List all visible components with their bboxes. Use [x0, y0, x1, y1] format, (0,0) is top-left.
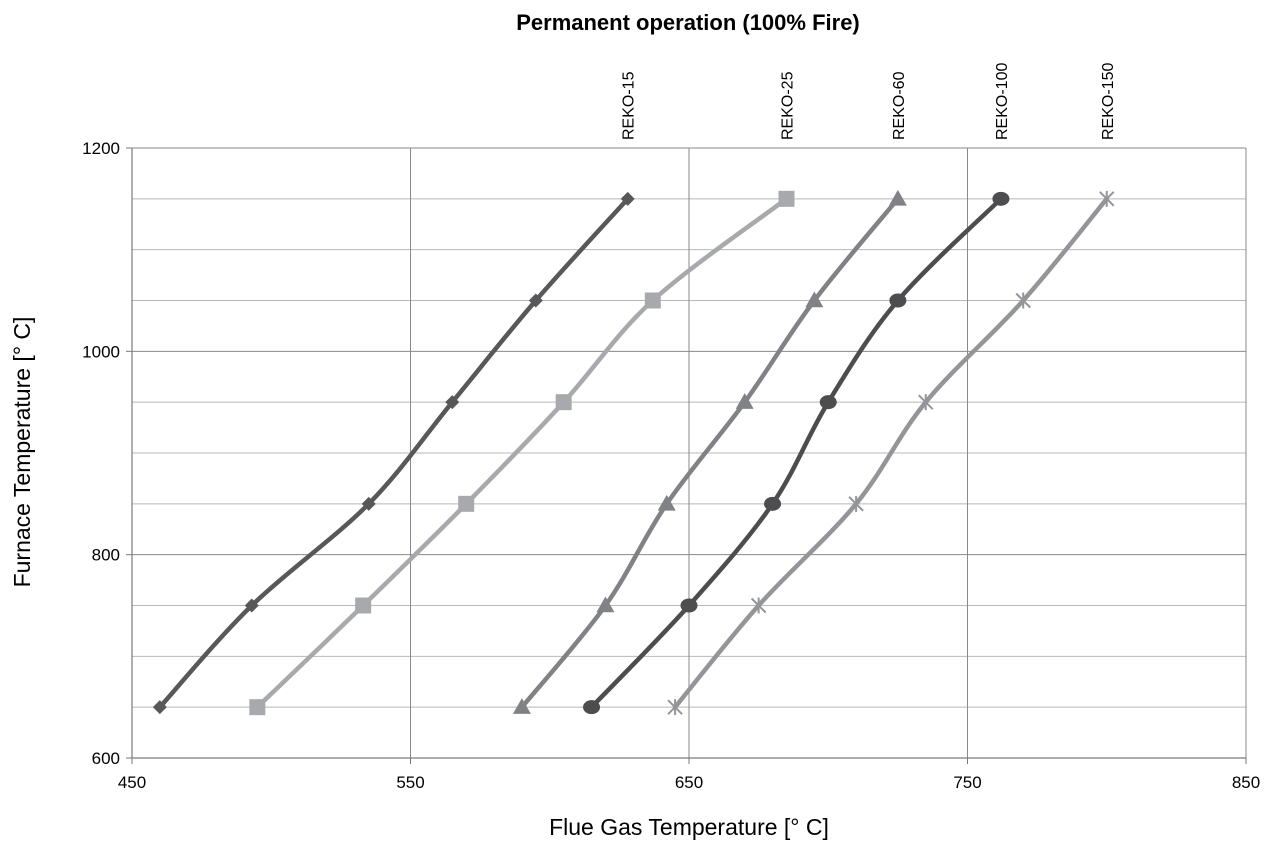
- series-reko-25-point: [778, 190, 795, 207]
- series-line-reko-25: [255, 196, 789, 710]
- series-label-reko-25: REKO-25: [779, 71, 796, 140]
- series-reko-100-point: [583, 700, 601, 715]
- series-reko-15-point: [445, 395, 460, 410]
- series-reko-60-point: [512, 698, 531, 714]
- series-reko-15-point: [244, 598, 259, 613]
- series-reko-100-point: [680, 598, 698, 613]
- series-reko-25-point: [355, 597, 372, 614]
- series-label-reko-60: REKO-60: [891, 71, 908, 140]
- series-reko-150-point: [1015, 292, 1031, 309]
- x-tick-label: 550: [396, 773, 424, 792]
- chart-title: Permanent operation (100% Fire): [516, 10, 860, 35]
- series-label-reko-100: REKO-100: [994, 63, 1011, 140]
- series-reko-150-point: [750, 597, 767, 614]
- series-reko-100-point: [819, 395, 837, 410]
- x-tick-label: 650: [675, 773, 703, 792]
- series-labels: REKO-15 REKO-25 REKO-60 REKO-100 REKO-150: [621, 63, 1117, 140]
- series-reko-150-point: [667, 699, 683, 716]
- series-reko-15-point: [152, 700, 167, 715]
- series-reko-100-point: [889, 293, 907, 308]
- series-reko-15-point: [361, 496, 376, 511]
- series-reko-25-point: [555, 394, 572, 411]
- y-axis-label: Furnace Temperature [° C]: [9, 317, 35, 588]
- y-tick-label: 1000: [82, 342, 120, 361]
- series-reko-25-point: [458, 495, 475, 512]
- y-tick-label: 600: [92, 749, 120, 768]
- series-layer: [152, 189, 1115, 716]
- series-line-reko-150: [672, 196, 1109, 710]
- axes: 600 800 1000 1200 450 550 650 750 850: [82, 139, 1260, 792]
- series-reko-60-point: [596, 596, 615, 613]
- series-reko-60-point: [657, 494, 676, 511]
- x-tick-label: 850: [1232, 773, 1260, 792]
- series-reko-150-point: [1099, 190, 1115, 207]
- series-line-reko-60: [519, 196, 901, 710]
- series-line-reko-100: [589, 196, 1004, 710]
- series-reko-25-point: [249, 699, 266, 716]
- y-tick-label: 1200: [82, 139, 120, 158]
- series-reko-15-point: [528, 293, 543, 308]
- series-reko-100-point: [992, 191, 1010, 206]
- y-tick-label: 800: [92, 546, 120, 565]
- series-reko-25-point: [644, 292, 661, 309]
- series-reko-60-point: [805, 291, 824, 308]
- series-reko-60-point: [888, 189, 907, 206]
- series-label-reko-150: REKO-150: [1100, 63, 1117, 140]
- series-reko-15-point: [620, 191, 635, 206]
- series-reko-150-point: [848, 495, 864, 512]
- x-tick-label: 750: [953, 773, 981, 792]
- x-axis-label: Flue Gas Temperature [° C]: [549, 814, 829, 840]
- series-reko-150-point: [918, 394, 934, 411]
- series-label-reko-15: REKO-15: [621, 71, 638, 140]
- series-reko-60-point: [735, 393, 754, 409]
- series-reko-100-point: [764, 496, 782, 511]
- series-line-reko-15: [157, 196, 630, 710]
- x-tick-label: 450: [118, 773, 146, 792]
